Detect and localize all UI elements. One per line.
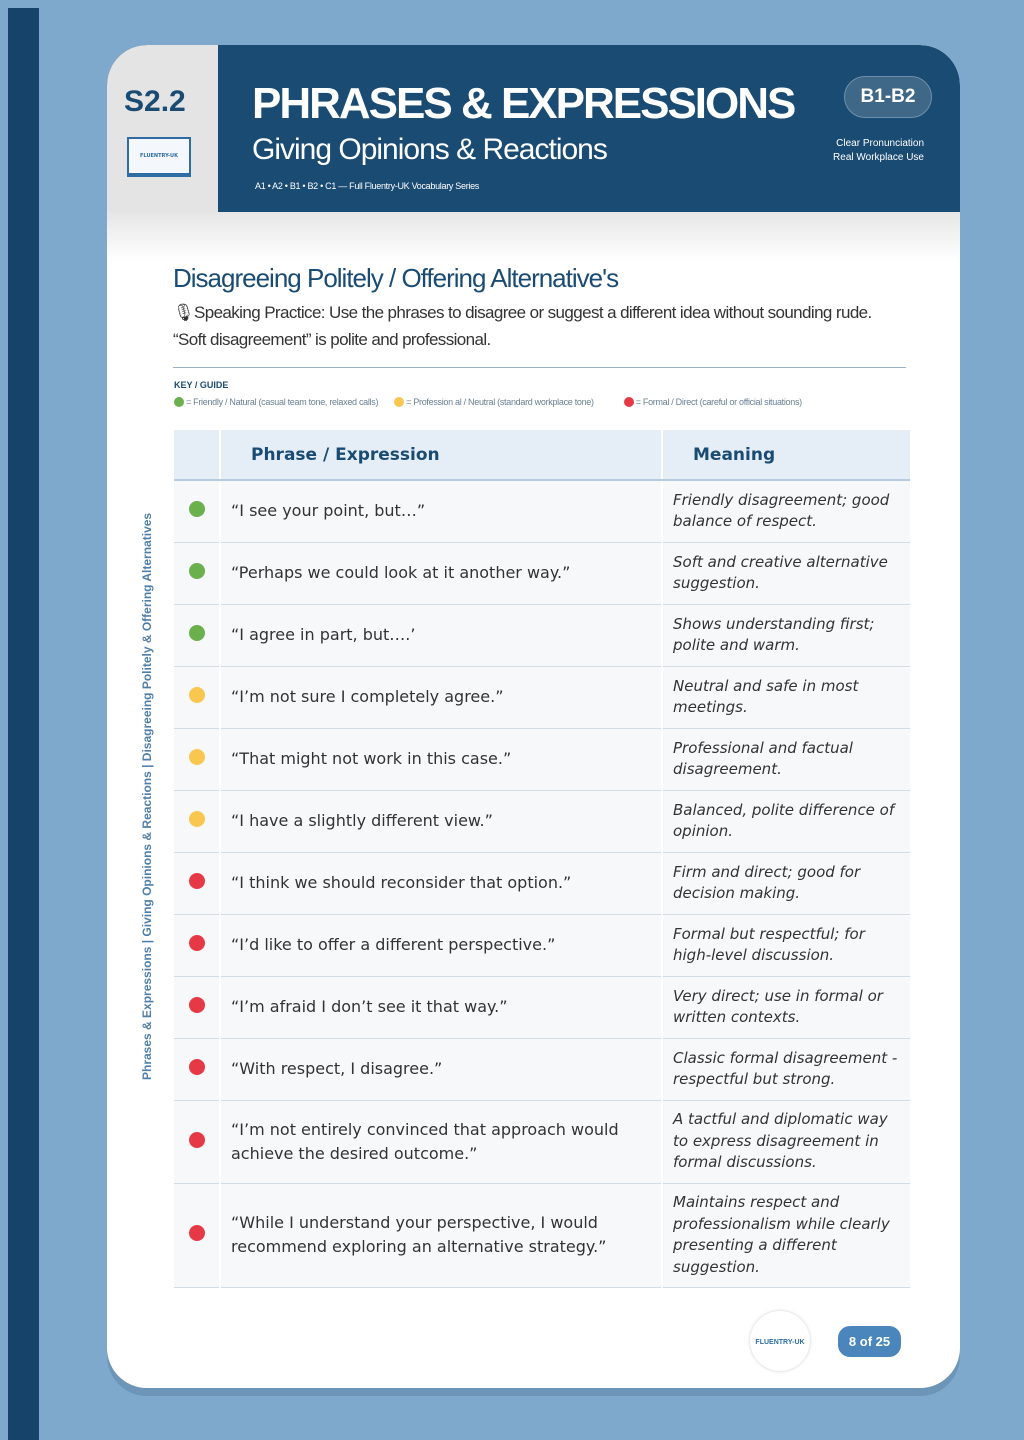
meaning-cell: Classic formal disagreement - respectful…: [662, 1038, 910, 1101]
phrase-cell: “I’d like to offer a different perspecti…: [220, 914, 663, 977]
red-dot-icon: [188, 1225, 205, 1241]
meaning-cell: Formal but respectful; for high-level di…: [662, 914, 910, 977]
header-meaning: Meaning: [662, 430, 910, 481]
header-banner: S2.2 FLUENTRY-UK PHRASES & EXPRESSIONS G…: [107, 45, 960, 212]
table-row: “I see your point, but…” Friendly disagr…: [174, 480, 910, 543]
red-dot-icon: [623, 397, 634, 407]
level-cell: [174, 1038, 221, 1101]
header-phrase: Phrase / Expression: [219, 430, 663, 481]
key-item: = Profession al / Neutral (standard work…: [394, 397, 594, 407]
table-row: “While I understand your perspective, I …: [174, 1183, 910, 1288]
section-description: 🎙Speaking Practice: Use the phrases to d…: [173, 303, 872, 349]
meaning-cell: Firm and direct; good for decision makin…: [662, 852, 910, 915]
table-row: “That might not work in this case.” Prof…: [174, 728, 910, 791]
phrase-cell: “I have a slightly different view.”: [220, 790, 663, 853]
phrase-cell: “Perhaps we could look at it another way…: [220, 542, 663, 605]
meaning-cell: Friendly disagreement; good balance of r…: [662, 480, 910, 543]
green-dot-icon: [188, 625, 205, 641]
table-row: “I’d like to offer a different perspecti…: [174, 914, 910, 977]
green-dot-icon: [188, 501, 205, 518]
level-cell: [174, 976, 221, 1039]
red-dot-icon: [188, 997, 205, 1013]
key-title: KEY / GUIDE: [174, 380, 229, 390]
level-cell: [174, 480, 221, 543]
level-badge: B1-B2: [844, 76, 932, 118]
table-row: “I agree in part, but….’ Shows understan…: [174, 604, 910, 667]
meaning-cell: Neutral and safe in most meetings.: [662, 666, 910, 729]
level-cell: [174, 852, 221, 915]
phrase-cell: “I see your point, but…”: [220, 480, 663, 543]
phrase-cell: “I agree in part, but….’: [220, 604, 663, 667]
page-subtitle: Giving Opinions & Reactions: [252, 133, 608, 166]
header-code-panel: S2.2 FLUENTRY-UK: [107, 45, 218, 212]
side-caption: Phrases & Expressions | Giving Opinions …: [140, 512, 154, 1080]
green-dot-icon: [174, 397, 184, 407]
table-row: “I’m not entirely convinced that approac…: [174, 1100, 910, 1184]
phrase-cell: “I’m not entirely convinced that approac…: [220, 1100, 663, 1184]
level-cell: [174, 1100, 221, 1184]
green-dot-icon: [188, 563, 205, 579]
level-cell: [174, 1183, 221, 1288]
table-row: “Perhaps we could look at it another way…: [174, 542, 910, 605]
phrase-cell: “I’m not sure I completely agree.”: [220, 666, 663, 729]
meaning-cell: A tactful and diplomatic way to express …: [662, 1100, 910, 1184]
level-cell: [174, 542, 221, 605]
table-row: “I’m not sure I completely agree.” Neutr…: [174, 666, 910, 729]
header-level: [174, 430, 220, 481]
meaning-cell: Maintains respect and professionalism wh…: [662, 1183, 910, 1288]
meaning-cell: Very direct; use in formal or written co…: [662, 976, 910, 1039]
yellow-dot-icon: [394, 397, 405, 407]
table-row: “I have a slightly different view.” Bala…: [174, 790, 910, 853]
page-title: PHRASES & EXPRESSIONS: [252, 79, 796, 128]
laptop-logo-icon: FLUENTRY-UK: [127, 137, 191, 177]
phrase-cell: “With respect, I disagree.”: [220, 1038, 663, 1101]
level-cell: [174, 666, 221, 729]
key-item: = Formal / Direct (careful or official s…: [623, 397, 802, 407]
red-dot-icon: [188, 873, 205, 889]
meaning-cell: Professional and factual disagreement.: [662, 728, 910, 791]
page-card: S2.2 FLUENTRY-UK PHRASES & EXPRESSIONS G…: [107, 45, 960, 1388]
level-cell: [174, 790, 221, 853]
phrase-cell: “I think we should reconsider that optio…: [220, 852, 663, 915]
table-row: “I think we should reconsider that optio…: [174, 852, 910, 915]
phrase-cell: “While I understand your perspective, I …: [220, 1183, 663, 1288]
phrase-cell: “I’m afraid I don’t see it that way.”: [220, 976, 663, 1039]
tag-pronunciation: Clear Pronunciation: [836, 138, 924, 149]
fluentry-logo: FLUENTRY-UK: [750, 1311, 810, 1371]
header-shadow: [107, 212, 960, 262]
phrase-cell: “That might not work in this case.”: [220, 728, 663, 791]
meaning-cell: Soft and creative alternative suggestion…: [662, 542, 910, 605]
side-stripe: [8, 8, 39, 1440]
red-dot-icon: [188, 1059, 205, 1075]
level-cell: [174, 728, 221, 791]
section-title: Disagreeing Politely / Offering Alternat…: [173, 263, 619, 293]
phrases-table: Phrase / Expression Meaning “I see your …: [174, 430, 910, 1288]
page-number-badge: 8 of 25: [838, 1326, 901, 1357]
yellow-dot-icon: [188, 687, 205, 703]
section-code: S2.2: [124, 85, 186, 118]
yellow-dot-icon: [188, 811, 205, 827]
divider: [173, 367, 906, 368]
table-row: “I’m afraid I don’t see it that way.” Ve…: [174, 976, 910, 1039]
key-legend: = Friendly / Natural (casual team tone, …: [174, 397, 802, 407]
table-row: “With respect, I disagree.” Classic form…: [174, 1038, 910, 1101]
meaning-cell: Shows understanding first; polite and wa…: [662, 604, 910, 667]
red-dot-icon: [188, 1131, 205, 1148]
key-item: = Friendly / Natural (casual team tone, …: [174, 397, 378, 407]
level-cell: [174, 914, 221, 977]
meaning-cell: Balanced, polite difference of opinion.: [662, 790, 910, 853]
level-cell: [174, 604, 221, 667]
red-dot-icon: [188, 935, 205, 951]
tag-workplace: Real Workplace Use: [833, 152, 924, 163]
yellow-dot-icon: [188, 749, 205, 765]
series-line: A1 • A2 • B1 • B2 • C1 — Full Fluentry-U…: [255, 181, 480, 191]
